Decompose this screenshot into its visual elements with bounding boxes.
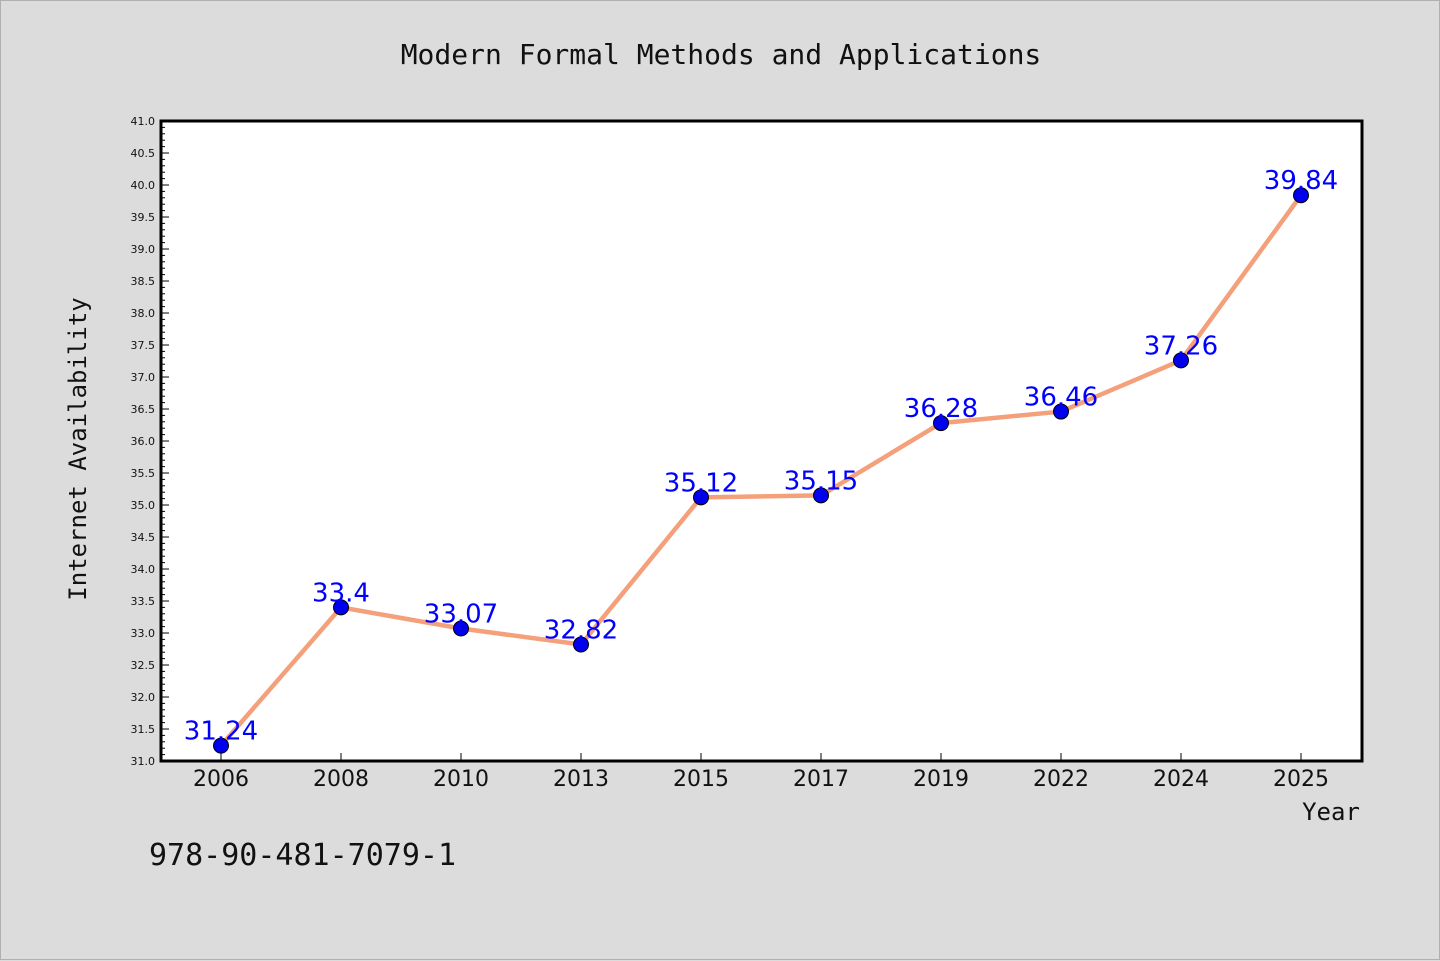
data-point-label: 35.12 [664, 468, 738, 498]
y-tick-label: 34.0 [131, 563, 156, 576]
isbn-text: 978-90-481-7079-1 [149, 838, 456, 873]
y-tick-label: 34.5 [131, 531, 156, 544]
data-point-label: 31.24 [184, 717, 258, 747]
y-tick-label: 38.5 [131, 275, 156, 288]
y-tick-label: 37.0 [131, 371, 156, 384]
y-tick-label: 37.5 [131, 339, 156, 352]
x-axis: 2006 2008 2010 2013 2015 2017 2019 2022 2024 2025 [193, 753, 1329, 792]
data-point-marker [1173, 352, 1189, 369]
data-point-marker [933, 415, 949, 432]
data-markers [213, 187, 1309, 754]
y-tick-label: 41.0 [131, 115, 156, 128]
data-point-marker [813, 487, 829, 504]
series-line [218, 192, 1304, 748]
data-point-label: 36.28 [904, 394, 978, 424]
y-tick-label: 36.0 [131, 435, 156, 448]
y-tick-label: 39.5 [131, 211, 156, 224]
data-point-marker [213, 737, 229, 754]
x-axis-label: Year [1302, 798, 1360, 826]
y-tick-label: 39.0 [131, 243, 156, 256]
x-tick-label: 2013 [553, 767, 609, 792]
y-axis: 31.0 31.5 32.0 32.5 33.0 33.5 34.0 34.5 35.0 35.5… [131, 115, 169, 768]
y-tick-label: 31.0 [131, 755, 156, 768]
data-point-marker [573, 636, 589, 653]
x-tick-label: 2019 [913, 767, 969, 792]
data-labels: 31.24 33.4 33.07 32.82 35.12 35.15 36.28 36.46 3… [184, 166, 1338, 746]
y-tick-label: 40.0 [131, 179, 156, 192]
chart-title: Modern Formal Methods and Applications [401, 38, 1042, 71]
x-tick-label: 2008 [313, 767, 369, 792]
y-tick-label: 40.5 [131, 147, 156, 160]
data-point-marker [453, 620, 469, 637]
y-tick-label: 33.5 [131, 595, 156, 608]
series-line-group [218, 192, 1304, 748]
x-tick-label: 2017 [793, 767, 849, 792]
data-point-marker [1053, 403, 1069, 420]
y-axis-label: Internet Availability [64, 297, 92, 600]
data-point-label: 37.26 [1144, 331, 1218, 361]
data-point-marker [693, 489, 709, 506]
data-point-label: 32.82 [544, 616, 618, 646]
x-tick-label: 2024 [1153, 767, 1209, 792]
x-tick-label: 2006 [193, 767, 249, 792]
data-point-label: 33.07 [424, 600, 498, 630]
y-tick-label: 33.0 [131, 627, 156, 640]
plot-area [159, 119, 1364, 763]
x-tick-label: 2025 [1273, 767, 1329, 792]
y-tick-label: 32.0 [131, 691, 156, 704]
y-tick-label: 35.5 [131, 467, 156, 480]
data-point-label: 39.84 [1264, 166, 1338, 196]
data-point-label: 36.46 [1024, 383, 1098, 413]
data-point-label: 33.4 [312, 578, 370, 608]
y-tick-label: 32.5 [131, 659, 156, 672]
x-tick-label: 2015 [673, 767, 729, 792]
data-point-label: 35.15 [784, 466, 858, 496]
y-tick-label: 31.5 [131, 723, 156, 736]
x-tick-label: 2010 [433, 767, 489, 792]
y-tick-label: 36.5 [131, 403, 156, 416]
data-point-marker [333, 599, 349, 616]
data-point-marker [1293, 187, 1309, 204]
y-tick-label: 38.0 [131, 307, 156, 320]
x-tick-label: 2022 [1033, 767, 1089, 792]
y-tick-label: 35.0 [131, 499, 156, 512]
